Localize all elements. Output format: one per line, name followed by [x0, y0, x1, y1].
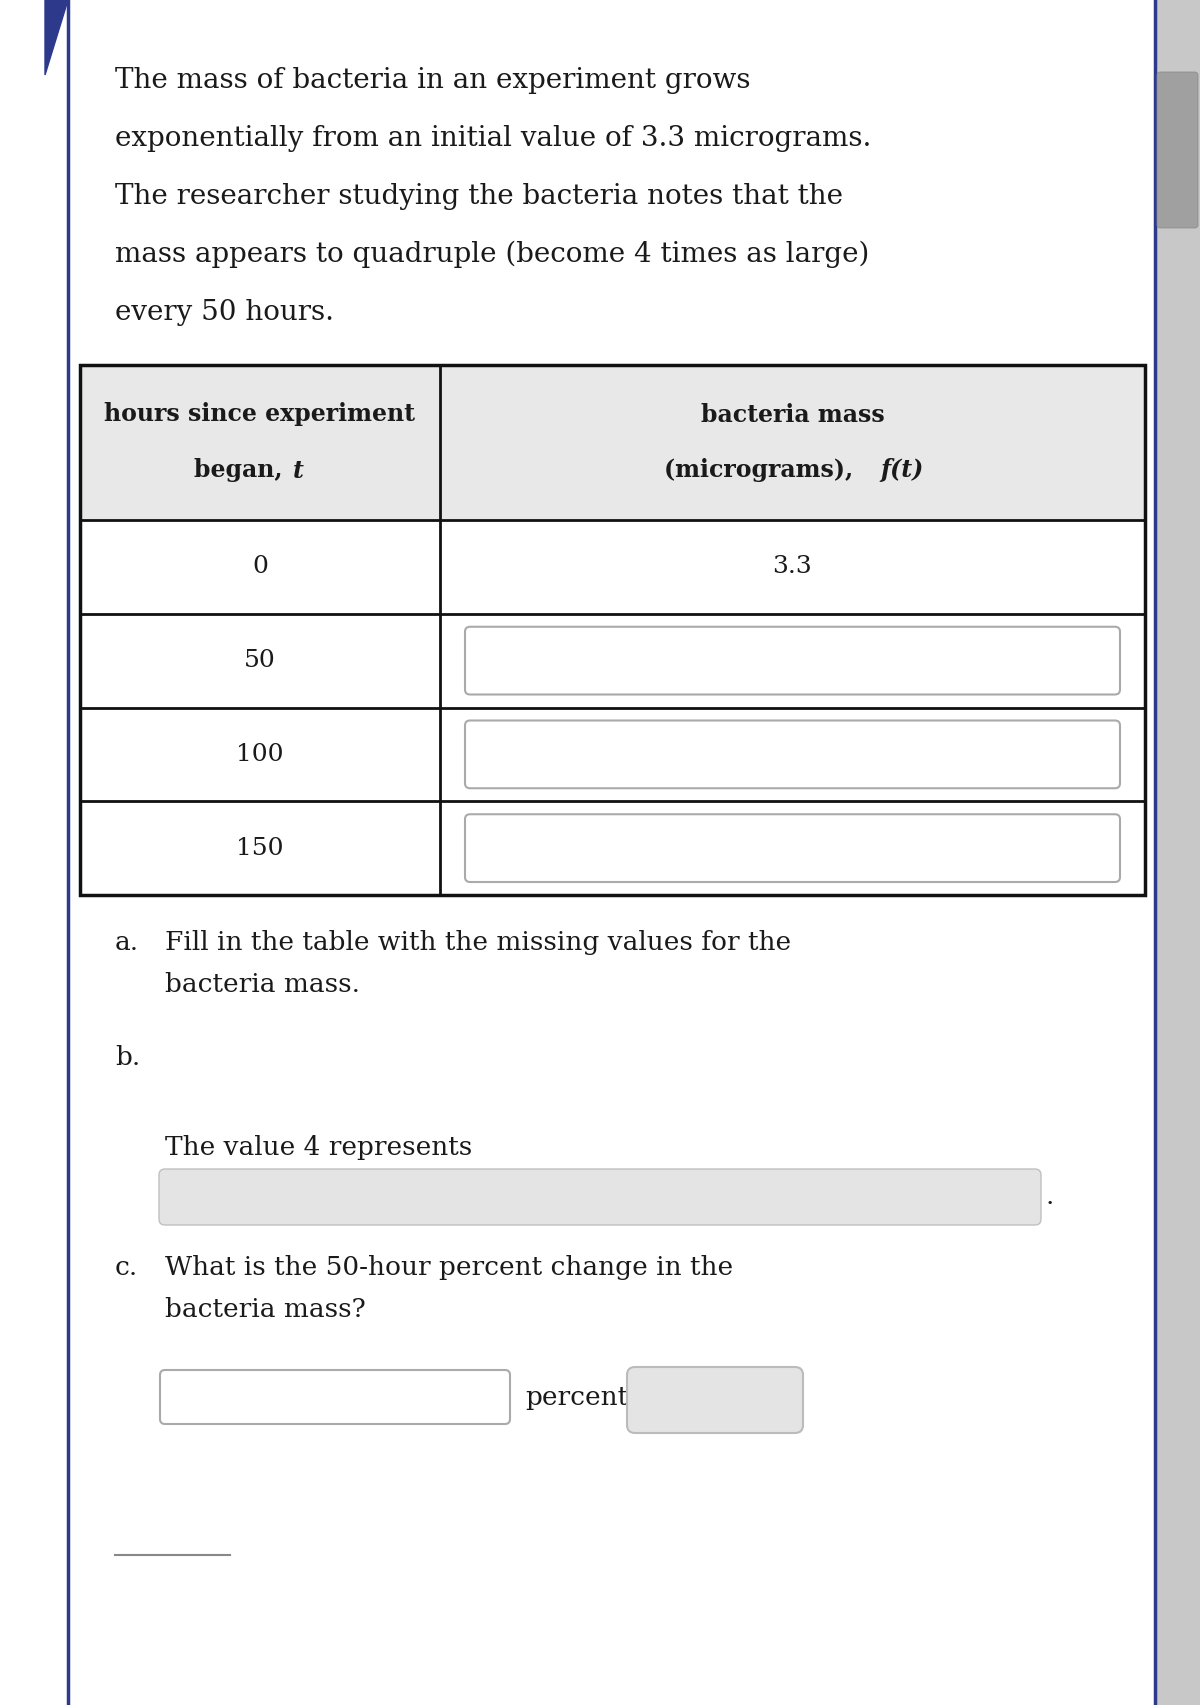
Text: bacteria mass.: bacteria mass.	[166, 972, 360, 997]
Text: 150: 150	[236, 837, 283, 859]
Text: c.: c.	[115, 1255, 138, 1280]
Text: exponentially from an initial value of 3.3 micrograms.: exponentially from an initial value of 3…	[115, 124, 871, 152]
Text: 0: 0	[252, 556, 268, 578]
Text: What is the 50-hour percent change in the: What is the 50-hour percent change in th…	[166, 1255, 733, 1280]
FancyBboxPatch shape	[466, 721, 1120, 788]
Text: mass appears to quadruple (become 4 times as large): mass appears to quadruple (become 4 time…	[115, 240, 869, 268]
Text: f(t): f(t)	[881, 459, 924, 483]
Bar	[80, 365, 1145, 520]
FancyBboxPatch shape	[466, 627, 1120, 694]
Bar	[80, 365, 1145, 895]
Text: 3.3: 3.3	[773, 556, 812, 578]
Text: percent: percent	[526, 1384, 628, 1410]
Text: The mass of bacteria in an experiment grows: The mass of bacteria in an experiment gr…	[115, 66, 750, 94]
Text: The researcher studying the bacteria notes that the: The researcher studying the bacteria not…	[115, 182, 842, 210]
FancyBboxPatch shape	[158, 1170, 1042, 1224]
Text: every 50 hours.: every 50 hours.	[115, 298, 334, 326]
Text: 50: 50	[244, 650, 276, 672]
Text: Fill in the table with the missing values for the: Fill in the table with the missing value…	[166, 929, 791, 955]
Text: .: .	[1045, 1185, 1054, 1209]
Polygon shape	[46, 0, 68, 75]
Text: hours since experiment: hours since experiment	[104, 402, 415, 426]
Text: (micrograms),: (micrograms),	[664, 459, 862, 483]
Text: a.: a.	[115, 929, 139, 955]
FancyBboxPatch shape	[160, 1371, 510, 1424]
Text: t: t	[293, 459, 304, 483]
FancyBboxPatch shape	[628, 1367, 803, 1432]
Text: b.: b.	[115, 1045, 140, 1071]
Text: bacteria mass: bacteria mass	[701, 402, 884, 426]
FancyBboxPatch shape	[1157, 72, 1198, 228]
Text: The value 4 represents: The value 4 represents	[166, 1136, 473, 1159]
Text: ◇: ◇	[998, 1187, 1013, 1207]
Text: Preview: Preview	[661, 1388, 769, 1412]
Text: 100: 100	[236, 743, 283, 766]
Bar	[1154, 0, 1200, 1705]
Text: Select an answer: Select an answer	[182, 1187, 374, 1207]
Text: bacteria mass?: bacteria mass?	[166, 1298, 366, 1321]
Text: began,: began,	[193, 459, 290, 483]
FancyBboxPatch shape	[466, 815, 1120, 881]
